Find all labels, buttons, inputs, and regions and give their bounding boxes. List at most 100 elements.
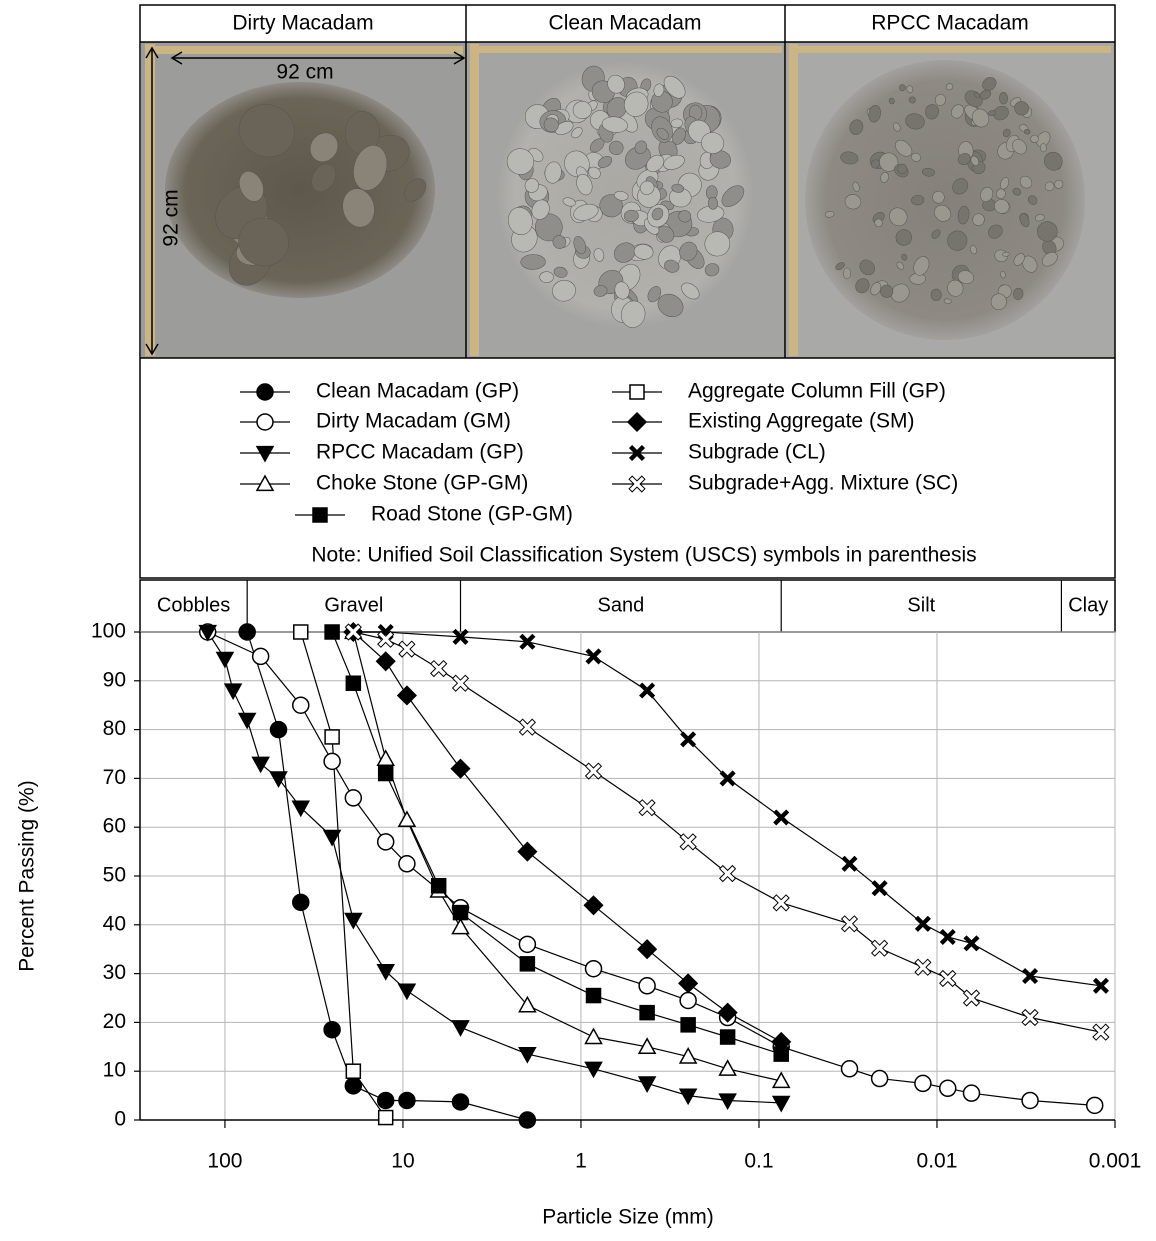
stone [1019,175,1033,189]
data-point [585,987,602,1004]
data-point [772,894,790,912]
series-line [352,631,782,1082]
data-point [679,833,697,851]
data-point [450,758,471,779]
legend-marker [255,474,275,492]
stone [888,97,895,105]
frame [139,4,1116,579]
data-point [398,640,416,658]
stone [835,262,845,271]
stone [1012,188,1022,196]
stone [1013,253,1025,266]
dimension-arrows [145,46,466,356]
stone [1019,212,1030,228]
data-point [584,1027,603,1045]
data-point [771,1031,792,1052]
stone [552,235,567,249]
panel-title: Dirty Macadam [232,12,373,35]
stone [1002,251,1010,257]
stone [901,253,908,261]
data-point [584,959,603,978]
stone [934,93,946,106]
stone [911,195,925,206]
data-point [719,770,736,787]
ruler [789,44,798,356]
data-point [771,1095,791,1113]
stone [553,266,568,278]
stone [890,283,910,303]
stone [1014,101,1029,116]
stone [709,150,731,169]
ruler [145,46,463,54]
data-point [939,969,957,988]
ruler [145,44,155,356]
data-point [344,789,363,807]
stone [951,104,965,119]
data-point [939,1079,957,1098]
stone [972,108,990,128]
pile [805,60,1085,340]
y-tick-label: 50 [103,864,126,887]
stone [623,91,649,117]
stone [671,183,685,193]
ruler [789,46,1111,53]
stone [601,116,628,133]
stone [1013,287,1024,300]
note: Note: Unified Soil Classification System… [311,544,976,567]
data-point [377,765,394,782]
stone [657,225,675,243]
data-point [637,1037,657,1054]
legend-label: Choke Stone (GP-GM) [316,472,528,495]
stone [623,209,639,223]
stone [970,245,977,255]
data-point [637,1076,657,1093]
data-point [841,855,858,872]
data-point [1021,967,1039,985]
x-tick-label: 10 [391,1150,414,1173]
stone [639,180,655,195]
stone [993,105,1009,121]
data-point [518,1046,537,1064]
stone [980,187,994,202]
y-tick-label: 10 [103,1059,126,1082]
data-point [396,685,417,706]
data-point [345,1063,362,1079]
soil-class-label: Cobbles [157,594,230,616]
stone [633,244,654,260]
stone [554,121,574,135]
data-point [251,756,270,774]
stone [573,203,599,221]
stone [608,140,624,156]
stone [925,104,939,120]
data-point [198,624,217,642]
dimension-label: 92 cm [276,61,333,84]
frames [139,4,1116,579]
stone [973,92,981,98]
legend-marker [256,413,274,431]
legend-label: Aggregate Column Fill (GP) [688,380,946,403]
stone [880,284,894,298]
pile [165,82,435,298]
stone [664,259,680,273]
stone [670,118,684,129]
series-line [352,631,782,1043]
legend-marker [312,507,328,523]
data-point [344,623,362,641]
data-point [452,628,469,646]
soil-class-label: Clay [1068,594,1108,616]
data-point [215,651,235,669]
data-point [637,939,658,960]
stone [646,154,665,173]
y-tick-label: 70 [103,766,126,789]
data-point [451,674,470,692]
stone [681,282,700,300]
stone [880,171,889,183]
data-point [680,731,697,748]
data-point [518,1111,537,1129]
stone [679,241,698,261]
data-point [345,675,362,691]
stone [506,148,534,175]
stone [852,181,860,192]
stone [934,204,952,222]
data-point [840,915,859,933]
